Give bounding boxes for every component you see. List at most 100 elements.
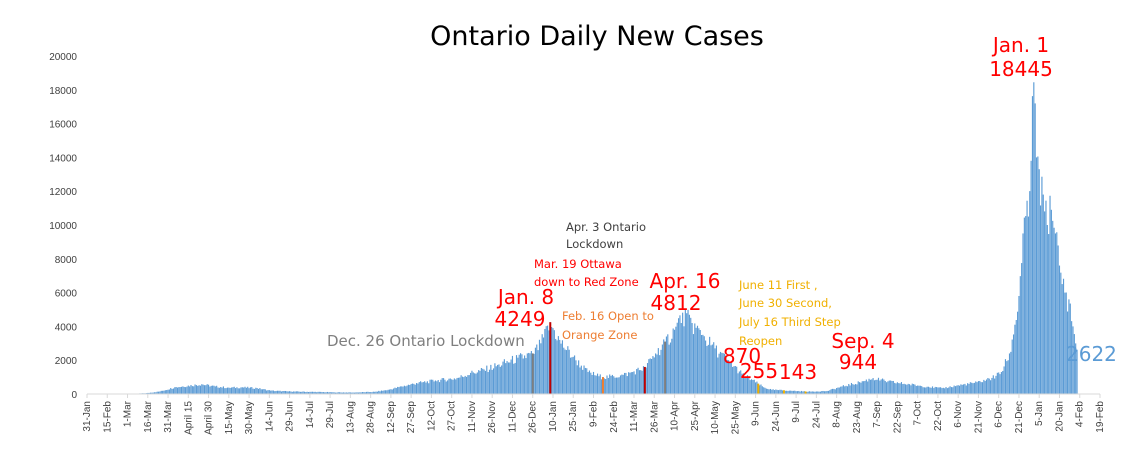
daily-case-bar <box>898 383 900 394</box>
daily-case-bar <box>355 392 357 394</box>
daily-case-bar <box>491 369 493 394</box>
daily-case-bar <box>179 387 181 394</box>
daily-case-bar <box>733 366 735 394</box>
daily-case-bar <box>206 384 208 394</box>
daily-case-bar <box>722 353 724 394</box>
daily-case-bar <box>156 391 158 394</box>
daily-case-bar <box>711 344 713 394</box>
daily-case-bar <box>991 377 993 394</box>
daily-case-bar <box>610 375 612 394</box>
daily-case-bar <box>205 385 207 394</box>
daily-case-bar <box>326 391 328 394</box>
daily-case-bar <box>769 388 772 394</box>
daily-case-bar <box>806 391 808 394</box>
x-tick-label: 9-Jun <box>751 401 762 426</box>
daily-case-bar <box>256 388 258 394</box>
daily-case-bar <box>630 372 632 394</box>
daily-case-bar <box>596 373 599 394</box>
daily-case-bar <box>436 381 438 394</box>
daily-case-bar <box>564 349 566 394</box>
daily-case-bar <box>748 376 750 394</box>
daily-case-bar <box>965 385 967 394</box>
daily-case-bar <box>958 385 961 394</box>
daily-case-bar <box>559 339 561 394</box>
x-tick-label: 29-Jul <box>325 401 336 428</box>
daily-case-bar <box>979 380 981 394</box>
daily-case-bar <box>517 357 519 394</box>
daily-case-bar <box>714 348 716 394</box>
daily-case-bar <box>621 374 623 394</box>
daily-case-bar <box>349 392 351 394</box>
daily-case-bar <box>190 384 192 394</box>
daily-case-bar <box>488 369 491 394</box>
daily-case-bar <box>669 342 672 394</box>
daily-case-bar <box>1019 276 1021 394</box>
daily-case-bar <box>229 387 231 394</box>
daily-case-bar <box>295 391 297 394</box>
daily-case-bar <box>836 388 838 394</box>
daily-case-bar <box>583 365 585 394</box>
daily-case-bar <box>645 367 647 394</box>
daily-case-bar <box>736 366 738 394</box>
daily-case-bar <box>278 390 280 394</box>
daily-case-bar <box>834 389 836 394</box>
daily-case-bar <box>253 388 256 394</box>
x-tick-label: 26-Nov <box>487 401 498 433</box>
daily-case-bar <box>465 376 468 394</box>
daily-case-bar <box>628 372 630 394</box>
daily-case-bar <box>927 386 930 394</box>
x-tick-label: 25-May <box>730 401 741 434</box>
daily-case-bar <box>1030 160 1032 394</box>
daily-case-bar <box>448 378 450 394</box>
daily-case-bar <box>879 380 881 394</box>
daily-case-bar <box>314 391 316 394</box>
daily-case-bar <box>903 383 905 394</box>
daily-case-bar <box>306 391 308 394</box>
daily-case-bar <box>865 379 867 394</box>
daily-case-bar <box>172 388 175 394</box>
daily-case-bar <box>976 382 978 394</box>
daily-case-bar <box>280 391 283 394</box>
daily-case-bar <box>915 385 917 394</box>
daily-case-bar <box>309 391 311 394</box>
daily-case-bar <box>363 392 365 394</box>
daily-case-bar <box>348 392 350 394</box>
daily-case-bar <box>799 391 801 394</box>
daily-case-bar <box>740 370 742 394</box>
daily-case-bar <box>657 348 659 394</box>
daily-case-bar <box>964 383 966 394</box>
daily-case-bar <box>357 392 360 394</box>
daily-case-bar <box>825 391 827 394</box>
daily-case-bar <box>555 338 557 394</box>
daily-case-bar <box>506 361 508 394</box>
daily-case-bar <box>180 386 183 394</box>
daily-case-bar <box>846 386 848 394</box>
daily-case-bar <box>940 387 942 394</box>
daily-case-bar <box>632 372 634 394</box>
daily-case-bar <box>502 361 504 394</box>
daily-case-bar <box>212 385 214 394</box>
daily-case-bar <box>274 391 276 394</box>
daily-case-bar <box>201 384 203 394</box>
daily-case-bar <box>619 375 622 394</box>
daily-case-bar <box>367 391 369 394</box>
daily-case-bar <box>332 392 334 394</box>
y-tick-label: 8000 <box>55 255 78 266</box>
daily-case-bar <box>881 378 884 394</box>
daily-case-bar <box>268 390 270 394</box>
daily-case-bar <box>456 377 458 394</box>
daily-case-bar <box>952 387 954 394</box>
daily-case-bar <box>998 372 1000 394</box>
daily-case-bar <box>343 392 345 394</box>
daily-case-bar <box>1033 82 1035 394</box>
daily-case-bar <box>330 392 333 394</box>
daily-case-bar <box>440 379 442 394</box>
daily-case-bar <box>552 328 554 394</box>
daily-case-bar <box>411 383 414 394</box>
daily-case-bar <box>478 370 480 394</box>
daily-case-bar <box>563 347 565 394</box>
annotation-sep4-value: 944 <box>839 350 877 374</box>
daily-case-bar <box>584 367 586 394</box>
daily-case-bar <box>387 389 389 394</box>
daily-case-bar <box>376 391 378 394</box>
